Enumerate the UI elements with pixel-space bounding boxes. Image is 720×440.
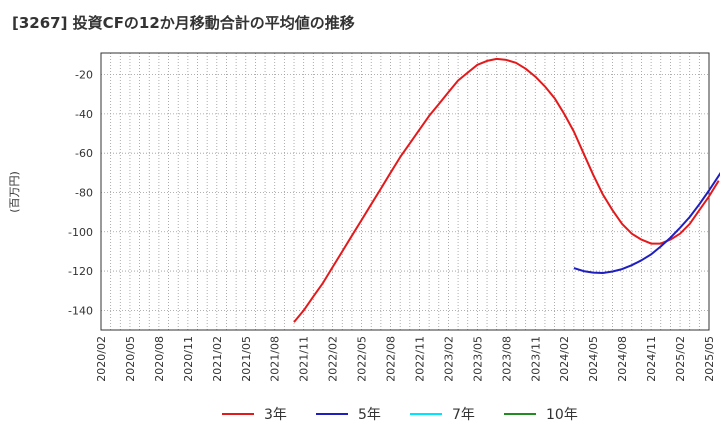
x-tick-label: 2023/08 xyxy=(500,336,513,382)
series-line-3年 xyxy=(293,57,720,323)
grid-layer xyxy=(100,53,710,330)
x-tick-label: 2020/11 xyxy=(182,336,195,382)
y-tick-label: -100 xyxy=(68,226,93,239)
x-tick-label: 2025/02 xyxy=(674,336,687,382)
y-tick-label: -40 xyxy=(75,108,93,121)
x-tick-label: 2022/11 xyxy=(413,336,426,382)
x-tick-label: 2020/08 xyxy=(153,336,166,382)
x-tick-label: 2024/05 xyxy=(587,336,600,382)
plot-frame xyxy=(100,52,710,331)
y-tick-label: -60 xyxy=(75,147,93,160)
x-tick-label: 2024/11 xyxy=(645,336,658,382)
y-tick-label: -80 xyxy=(75,186,93,199)
series-line-5年 xyxy=(573,171,720,274)
x-tick-labels: 2020/02 2020/05 2020/08 2020/11 2021/02 2021/… xyxy=(95,336,716,382)
chart-title: [3267] 投資CFの12か月移動合計の平均値の推移 xyxy=(12,14,355,32)
x-tick-label: 2022/08 xyxy=(385,336,398,382)
x-tick-label: 2021/08 xyxy=(269,336,282,382)
legend-label: 10年 xyxy=(546,407,578,423)
legend: 3年 5年 7年 10年 xyxy=(222,407,578,423)
legend-label: 5年 xyxy=(358,407,381,423)
x-tick-label: 2023/05 xyxy=(471,336,484,382)
x-tick-label: 2023/02 xyxy=(442,336,455,382)
x-tick-label: 2021/11 xyxy=(298,336,311,382)
x-tick-label: 2021/02 xyxy=(211,336,224,382)
x-tick-label: 2024/08 xyxy=(616,336,629,382)
y-tick-label: -120 xyxy=(68,265,93,278)
x-tick-label: 2022/05 xyxy=(356,336,369,382)
x-tick-label: 2020/05 xyxy=(124,336,137,382)
legend-label: 7年 xyxy=(452,407,475,423)
x-tick-label: 2022/02 xyxy=(327,336,340,382)
y-tick-label: -140 xyxy=(68,304,93,317)
legend-label: 3年 xyxy=(264,407,287,423)
x-tick-label: 2024/02 xyxy=(558,336,571,382)
x-tick-label: 2021/05 xyxy=(240,336,253,382)
y-tick-labels: -20 -40 -60 -80 -100 -120 -140 xyxy=(68,69,93,318)
series-layer xyxy=(293,57,720,323)
x-tick-label: 2020/02 xyxy=(95,336,108,382)
x-tick-label: 2025/05 xyxy=(703,336,716,382)
y-axis-label: (百万円) xyxy=(8,171,21,213)
x-tick-label: 2023/11 xyxy=(529,336,542,382)
y-tick-label: -20 xyxy=(75,69,93,82)
